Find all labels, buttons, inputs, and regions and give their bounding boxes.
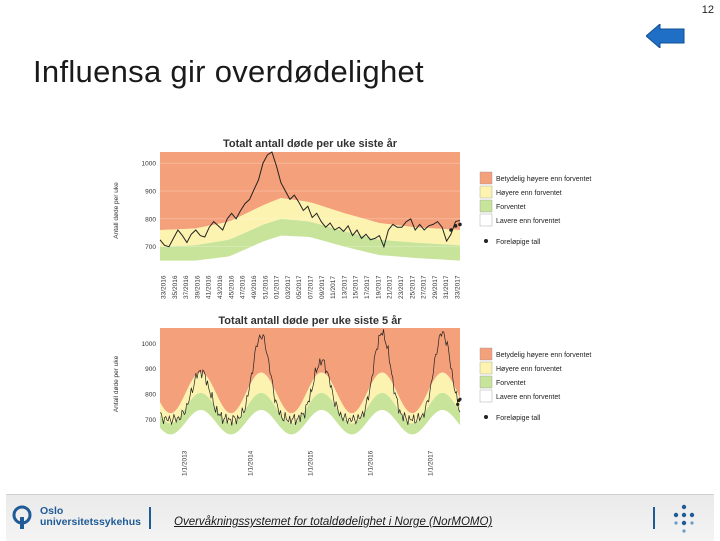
y-tick-label: 700 bbox=[145, 244, 156, 251]
legend-label: Høyere enn forventet bbox=[496, 366, 562, 373]
series-line bbox=[159, 151, 461, 249]
y-tick-label: 800 bbox=[145, 392, 156, 399]
legend-label: Foreløpige tall bbox=[496, 415, 541, 422]
x-tick-label: 21/2017 bbox=[387, 275, 394, 299]
x-tick-label: 07/2017 bbox=[308, 275, 315, 299]
x-tick-label: 35/2016 bbox=[172, 275, 179, 299]
legend-swatch bbox=[479, 389, 493, 403]
x-tick-label: 39/2016 bbox=[194, 275, 201, 299]
chart-title: Totalt antall døde per uke siste år bbox=[223, 138, 398, 150]
chart-area: 700 800 900 1000 Totalt antall døde per uke … bbox=[113, 138, 591, 476]
legend-label: Forventet bbox=[496, 380, 526, 387]
left-arrow-icon[interactable] bbox=[646, 24, 686, 48]
x-tick-label: 1/1/2013 bbox=[182, 450, 189, 476]
band-higher bbox=[160, 198, 460, 247]
preliminary-point bbox=[458, 397, 462, 401]
y-tick-label: 1000 bbox=[142, 341, 157, 348]
x-tick-label: 37/2016 bbox=[183, 275, 190, 299]
preliminary-point bbox=[449, 228, 453, 232]
chart-title: Totalt antall døde per uke siste 5 år bbox=[218, 315, 402, 327]
x-tick-label: 49/2016 bbox=[251, 275, 258, 299]
legend-swatch bbox=[479, 213, 493, 227]
x-tick-label: 51/2016 bbox=[262, 275, 269, 299]
y-axis-label: Antall døde per uke bbox=[113, 355, 120, 412]
x-tick-label: 1/1/2017 bbox=[428, 450, 435, 476]
y-tick-label: 700 bbox=[145, 417, 156, 424]
x-tick-label: 1/1/2014 bbox=[248, 450, 255, 476]
legend-label: Forventet bbox=[496, 204, 526, 211]
x-tick-label: 25/2017 bbox=[409, 275, 416, 299]
x-tick-label: 01/2017 bbox=[274, 275, 281, 299]
legend-swatch bbox=[479, 347, 493, 361]
band-expected bbox=[160, 392, 460, 435]
y-tick-label: 900 bbox=[145, 366, 156, 373]
legend-swatch bbox=[479, 199, 493, 213]
footer: Oslo universitetssykehus Overvåkningssys… bbox=[6, 494, 714, 541]
x-tick-label: 09/2017 bbox=[319, 275, 326, 299]
legend-swatch bbox=[479, 185, 493, 199]
hospital-logo-icon bbox=[12, 505, 32, 529]
x-tick-label: 27/2017 bbox=[421, 275, 428, 299]
band-significantly-higher bbox=[160, 328, 460, 414]
legend-label: Betydelig høyere enn forventet bbox=[496, 352, 591, 359]
page-title: Influensa gir overdødelighet bbox=[33, 54, 424, 89]
y-tick-label: 800 bbox=[145, 216, 156, 223]
series-line bbox=[159, 329, 461, 426]
x-tick-label: 43/2016 bbox=[217, 275, 224, 299]
x-tick-label: 1/1/2015 bbox=[308, 450, 315, 476]
x-tick-label: 33/2016 bbox=[161, 275, 168, 299]
page-number: 12 bbox=[701, 4, 714, 16]
legend-swatch bbox=[479, 375, 493, 389]
legend-marker bbox=[484, 415, 488, 419]
footer-divider bbox=[149, 507, 151, 529]
x-tick-label: 47/2016 bbox=[240, 275, 247, 299]
preliminary-point bbox=[458, 222, 462, 227]
footer-org-line1: Oslo bbox=[40, 505, 64, 517]
legend-marker bbox=[484, 239, 488, 243]
normomo-link[interactable]: Overvåkningssystemet for totaldødelighet… bbox=[174, 516, 493, 528]
x-tick-label: 29/2017 bbox=[432, 275, 439, 299]
preliminary-point bbox=[453, 224, 458, 228]
legend-label: Lavere enn forventet bbox=[496, 218, 560, 225]
x-tick-label: 45/2016 bbox=[228, 275, 235, 299]
legend-swatch bbox=[479, 361, 493, 375]
x-tick-label: 15/2017 bbox=[353, 275, 360, 299]
legend-label: Betydelig høyere enn forventet bbox=[496, 176, 591, 183]
legend-label: Foreløpige tall bbox=[496, 239, 541, 246]
x-tick-label: 17/2017 bbox=[364, 275, 371, 299]
x-tick-label: 19/2017 bbox=[375, 275, 382, 299]
y-axis-label: Antall døde per uke bbox=[113, 182, 120, 239]
x-tick-label: 03/2017 bbox=[285, 275, 292, 299]
x-tick-label: 05/2017 bbox=[296, 275, 303, 299]
x-tick-label: 1/1/2016 bbox=[368, 450, 375, 476]
x-tick-label: 31/2017 bbox=[443, 275, 450, 299]
preliminary-point bbox=[456, 402, 460, 406]
band-expected bbox=[160, 218, 460, 261]
legend-label: Lavere enn forventet bbox=[496, 394, 560, 401]
y-tick-label: 900 bbox=[145, 189, 156, 196]
footer-org-line2: universitetssykehus bbox=[40, 516, 141, 528]
x-tick-label: 33/2017 bbox=[455, 275, 462, 299]
y-tick-label: 1000 bbox=[142, 161, 157, 168]
footer-org-name: Oslo universitetssykehus bbox=[40, 506, 141, 528]
footer-divider bbox=[653, 507, 655, 529]
dot-cross-icon bbox=[673, 504, 695, 533]
legend-swatch bbox=[479, 171, 493, 185]
x-tick-label: 41/2016 bbox=[206, 275, 213, 299]
x-tick-label: 11/2017 bbox=[330, 276, 337, 299]
x-tick-label: 13/2017 bbox=[341, 275, 348, 299]
x-tick-label: 23/2017 bbox=[398, 275, 405, 299]
legend-label: Høyere enn forventet bbox=[496, 190, 562, 197]
